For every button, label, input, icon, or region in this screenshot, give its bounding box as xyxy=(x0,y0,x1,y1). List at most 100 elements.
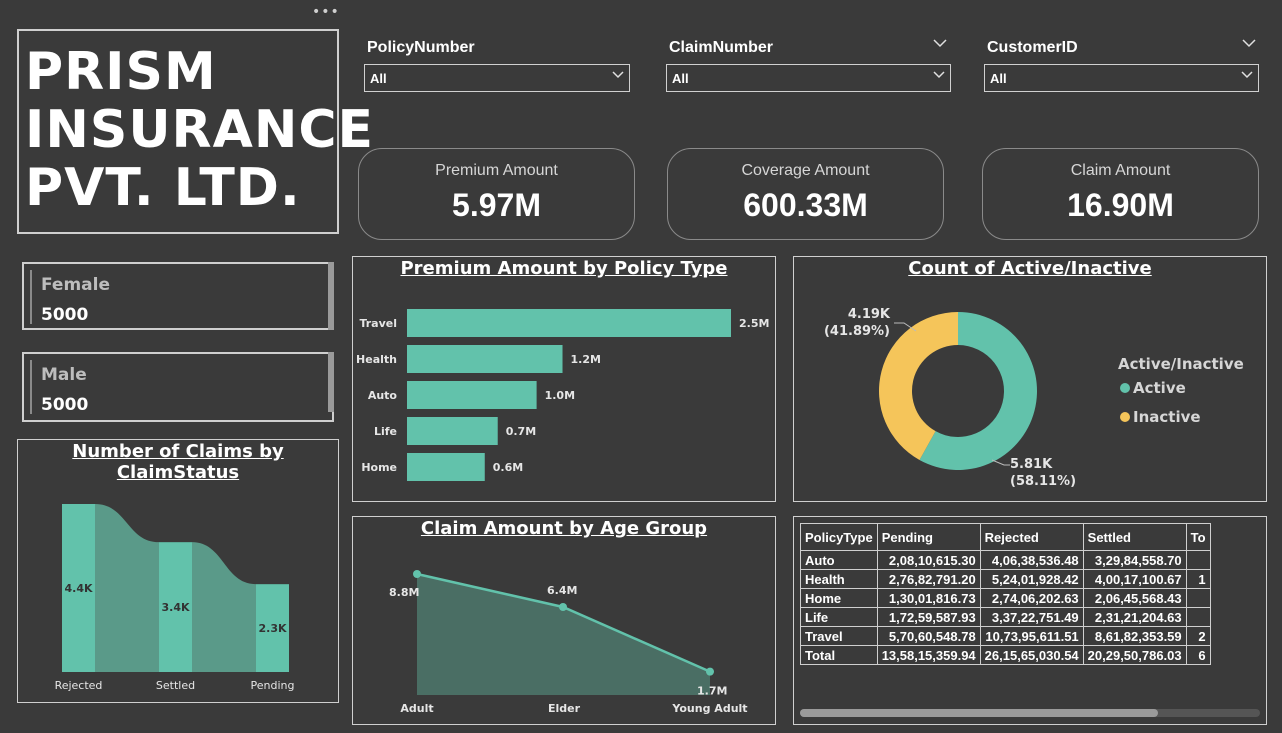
ribbon xyxy=(192,542,256,672)
kpi-claim-amount: Claim Amount 16.90M xyxy=(982,148,1259,240)
accent-bar xyxy=(30,360,32,414)
column-header[interactable]: Settled xyxy=(1082,523,1187,551)
data-label: (41.89%) xyxy=(824,324,890,339)
data-label: 2.5M xyxy=(739,317,769,330)
kpi-value: 5.97M xyxy=(452,187,541,223)
slicer-customer-value[interactable]: All xyxy=(984,64,1259,92)
table-cell: 5,70,60,548.78 xyxy=(876,626,981,646)
table-cell: 6 xyxy=(1185,645,1211,665)
slicer-claim-number[interactable]: All xyxy=(666,64,951,92)
area-fill xyxy=(417,574,710,695)
kpi-label: Claim Amount xyxy=(1070,162,1171,179)
chart-claims-by-status: Number of Claims by ClaimStatus 4.4K Reje… xyxy=(17,439,339,703)
chevron-down-icon xyxy=(933,71,945,79)
column-header[interactable]: Pending xyxy=(876,523,981,551)
slicer-policy-label: PolicyNumber xyxy=(367,39,475,56)
scrollbar[interactable] xyxy=(328,262,334,330)
brand-title: PRISM INSURANCE PVT. LTD. xyxy=(25,42,375,218)
table-cell: Auto xyxy=(800,550,878,570)
slicer-policy-number[interactable]: All xyxy=(364,64,630,92)
matrix-viewport: PolicyType Pending Rejected Settled To Auto 2… xyxy=(800,523,1260,665)
chevron-down-icon xyxy=(612,71,624,79)
data-point xyxy=(413,570,421,578)
brand-title-box: PRISM INSURANCE PVT. LTD. xyxy=(17,29,373,234)
category-label: Health xyxy=(356,353,397,366)
kpi-coverage-amount: Coverage Amount 600.33M xyxy=(667,148,944,240)
card-value: 5000 xyxy=(41,305,89,325)
table-cell: 2,76,82,791.20 xyxy=(876,569,981,589)
claims-matrix-table: PolicyType Pending Rejected Settled To Auto 2… xyxy=(800,523,1211,665)
horizontal-scrollbar-thumb[interactable] xyxy=(800,709,1158,717)
table-cell: 10,73,95,611.51 xyxy=(979,626,1084,646)
category-label: Life xyxy=(374,425,397,438)
data-label: 1.7M xyxy=(697,685,727,698)
table-cell: 13,58,15,359.94 xyxy=(876,645,981,665)
slicer-claim-label: ClaimNumber xyxy=(669,39,774,56)
category-label: Pending xyxy=(251,679,295,692)
bar xyxy=(407,381,537,409)
premium-bar-chart: Travel 2.5M Health 1.2M Auto 1.0M Life 0.7M Home… xyxy=(356,309,769,481)
table-cell xyxy=(1185,550,1211,570)
column-header[interactable]: PolicyType xyxy=(800,523,878,551)
kpi-premium-amount: Premium Amount 5.97M xyxy=(358,148,635,240)
table-cell: 20,29,50,786.03 xyxy=(1082,645,1187,665)
slicer-claim-value[interactable]: All xyxy=(666,64,951,92)
column-header[interactable]: Rejected xyxy=(979,523,1084,551)
table-cell: 4,06,38,536.48 xyxy=(979,550,1084,570)
active-donut-chart: 5.81K (58.11%) 4.19K (41.89%) Active/Inactiv… xyxy=(824,307,1244,489)
chart-title: Premium Amount by Policy Type xyxy=(400,258,728,279)
data-label: 4.19K xyxy=(848,307,891,322)
legend-title: Active/Inactive xyxy=(1118,355,1244,373)
chart-active-inactive: Count of Active/Inactive 5.81K (58.11%) 4.… xyxy=(793,256,1267,502)
scrollbar[interactable] xyxy=(328,352,334,412)
chevron-down-icon[interactable] xyxy=(933,38,947,48)
kpi-value: 600.33M xyxy=(743,187,868,223)
chart-premium-by-policy: Premium Amount by Policy Type Travel 2.5M… xyxy=(352,256,776,502)
data-label: 6.4M xyxy=(547,584,577,597)
legend-marker xyxy=(1120,383,1130,393)
table-cell: 26,15,65,030.54 xyxy=(979,645,1084,665)
bar xyxy=(159,542,192,672)
data-label: (58.11%) xyxy=(1010,474,1076,489)
claims-ribbon-chart: 4.4K Rejected 3.4K Settled 2.3K Pending xyxy=(55,504,295,692)
table-cell: Life xyxy=(800,607,878,627)
category-label: Home xyxy=(361,461,397,474)
slicer-policy-value[interactable]: All xyxy=(364,64,630,92)
bar xyxy=(62,504,95,672)
table-cell: 1,30,01,816.73 xyxy=(876,588,981,608)
data-label: 1.2M xyxy=(571,353,601,366)
table-cell: 1 xyxy=(1185,569,1211,589)
category-label: Settled xyxy=(156,679,195,692)
table-cell: 2 xyxy=(1185,626,1211,646)
category-label: Elder xyxy=(548,702,581,715)
table-cell: 5,24,01,928.42 xyxy=(979,569,1084,589)
legend-label: Inactive xyxy=(1133,408,1201,426)
leader-line xyxy=(991,459,1010,466)
donut-slice xyxy=(919,312,1037,470)
more-options-icon[interactable]: ••• xyxy=(312,4,340,20)
table-row: Auto 2,08,10,615.30 4,06,38,536.48 3,29,84,… xyxy=(800,550,1211,570)
table-cell: 1,72,59,587.93 xyxy=(876,607,981,627)
bar xyxy=(407,345,563,373)
table-cell: 8,61,82,353.59 xyxy=(1082,626,1187,646)
legend-label: Active xyxy=(1133,379,1186,397)
card-label: Male xyxy=(41,365,87,385)
column-header[interactable]: To xyxy=(1185,523,1211,551)
table-row: Travel 5,70,60,548.78 10,73,95,611.51 8,61,… xyxy=(800,626,1211,646)
bar xyxy=(407,453,485,481)
chart-title: Claim Amount by Age Group xyxy=(420,518,708,539)
category-label: Adult xyxy=(400,702,433,715)
table-row: Home 1,30,01,816.73 2,74,06,202.63 2,06,45,… xyxy=(800,588,1211,608)
category-label: Rejected xyxy=(55,679,103,692)
leader-line xyxy=(894,322,917,332)
horizontal-scrollbar-track[interactable] xyxy=(800,709,1260,717)
data-label: 3.4K xyxy=(161,601,189,614)
chevron-down-icon[interactable] xyxy=(1242,38,1256,48)
slicer-customer-id[interactable]: All xyxy=(984,64,1259,92)
table-cell: 2,31,21,204.63 xyxy=(1082,607,1187,627)
ribbon xyxy=(95,504,159,672)
legend-marker xyxy=(1120,412,1130,422)
data-point xyxy=(706,667,714,676)
table-cell: 4,00,17,100.67 xyxy=(1082,569,1187,589)
table-cell: 3,37,22,751.49 xyxy=(979,607,1084,627)
